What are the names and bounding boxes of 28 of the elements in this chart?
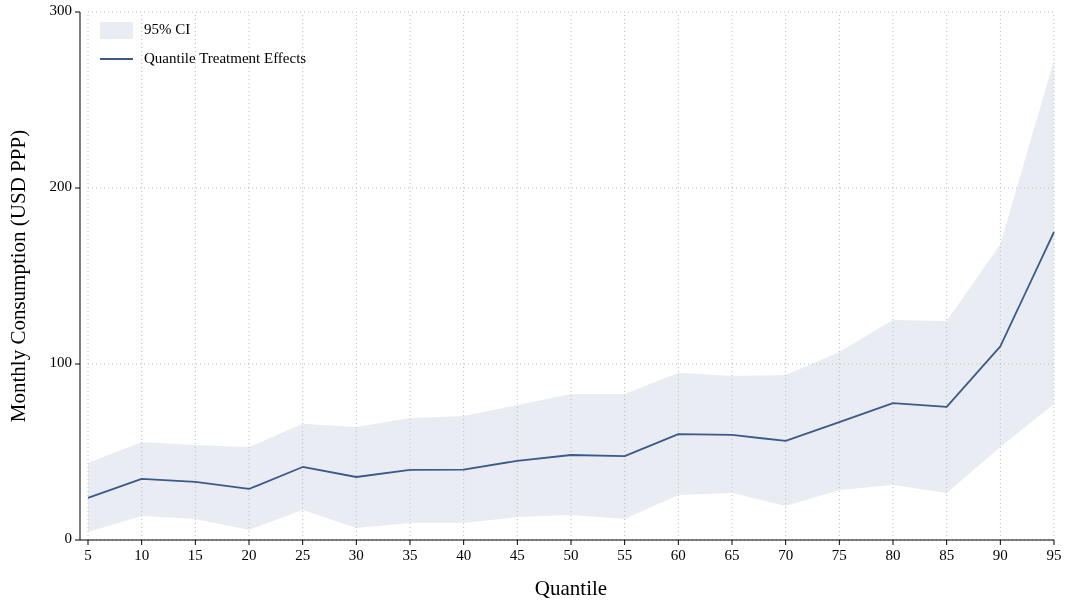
x-tick-label: 15 — [187, 547, 203, 563]
x-tick-label: 45 — [509, 547, 525, 563]
x-tick-label: 10 — [134, 547, 150, 563]
x-tick-label: 65 — [724, 547, 740, 563]
x-tick-label: 40 — [456, 547, 472, 563]
x-tick-label: 95 — [1046, 547, 1062, 563]
x-tick-label: 70 — [778, 547, 794, 563]
x-tick-label: 75 — [831, 547, 847, 563]
x-tick-label: 35 — [402, 547, 418, 563]
x-tick-label: 60 — [670, 547, 686, 563]
x-tick-label: 5 — [84, 547, 92, 563]
y-tick-label: 200 — [49, 178, 72, 195]
x-tick-label: 90 — [992, 547, 1008, 563]
y-tick-label: 300 — [49, 2, 72, 19]
x-tick-label: 30 — [348, 547, 364, 563]
y-tick-label: 100 — [49, 354, 72, 371]
x-axis-title: Quantile — [534, 576, 608, 600]
x-tick-label: 85 — [939, 547, 955, 563]
x-tick-label: 20 — [241, 547, 257, 563]
x-tick-label: 50 — [563, 547, 579, 563]
y-axis-title: Monthly Consumption (USD PPP) — [6, 129, 30, 423]
y-tick-label: 0 — [64, 530, 72, 547]
annotation: 95% CI — [144, 21, 191, 38]
x-tick-label: 25 — [295, 547, 311, 563]
line-series — [87, 231, 1055, 499]
x-tick-label: 55 — [617, 547, 633, 563]
x-tick-label: 80 — [885, 547, 901, 563]
legend-label: Quantile Treatment Effects — [144, 50, 307, 67]
